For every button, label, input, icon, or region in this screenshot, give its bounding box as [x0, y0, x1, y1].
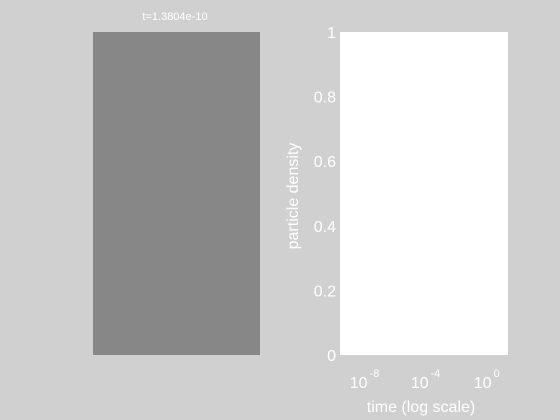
- y-tick-label: 0.8: [314, 90, 336, 107]
- x-tick-label: 100: [474, 368, 500, 392]
- x-tick-label: 10-8: [350, 368, 380, 392]
- y-tick-label: 0: [327, 348, 336, 365]
- y-tick-label: 0.2: [314, 283, 336, 300]
- left-panel-title: t=1.3804e-10: [142, 11, 207, 23]
- plot-area: [340, 32, 508, 355]
- x-tick-labels: 10-8 10-4 100: [350, 368, 500, 392]
- x-tick-label: 10-4: [411, 368, 441, 392]
- y-tick-labels: 0 0.2 0.4 0.6 0.8 1: [314, 25, 336, 365]
- left-panel-image: [93, 32, 260, 355]
- x-axis-label: time (log scale): [367, 399, 475, 416]
- y-tick-label: 0.6: [314, 154, 336, 171]
- y-tick-label: 0.4: [314, 219, 336, 236]
- y-tick-label: 1: [327, 25, 336, 42]
- y-axis-label: particle density: [285, 143, 302, 250]
